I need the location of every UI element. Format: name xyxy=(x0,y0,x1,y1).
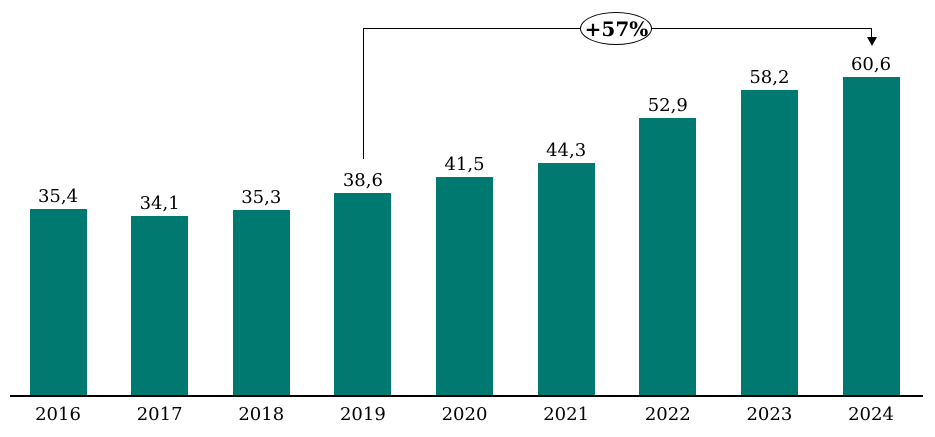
bar-2017 xyxy=(131,216,189,395)
value-label-2021: 44,3 xyxy=(546,139,587,161)
bar-2018 xyxy=(232,209,290,395)
annotation-label: +57% xyxy=(584,16,649,41)
category-label-2020: 2020 xyxy=(441,404,488,425)
value-label-2019: 38,6 xyxy=(342,169,383,191)
value-label-2016: 35,4 xyxy=(37,186,79,208)
bar-2020 xyxy=(436,177,493,395)
bar-2019 xyxy=(334,192,392,395)
annotation-badge: +57% xyxy=(580,12,653,45)
value-label-2023: 58,2 xyxy=(749,66,790,88)
category-label-2017: 2017 xyxy=(136,404,183,425)
x-axis-line xyxy=(10,395,923,397)
bar-2024 xyxy=(842,77,900,395)
value-label-2018: 35,3 xyxy=(241,186,282,208)
category-label-2022: 2022 xyxy=(644,404,691,425)
value-label-2022: 52,9 xyxy=(647,94,688,116)
value-label-2020: 41,5 xyxy=(444,154,485,176)
annotation-vertical-line-from xyxy=(362,27,365,159)
category-label-2016: 2016 xyxy=(35,404,81,425)
bar-2021 xyxy=(537,162,595,395)
annotation-arrowhead-icon xyxy=(866,37,877,46)
category-label-2021: 2021 xyxy=(543,404,590,425)
category-label-2019: 2019 xyxy=(339,404,386,425)
category-label-2018: 2018 xyxy=(238,404,285,425)
bar-2022 xyxy=(639,117,697,395)
annotation-arrow-shaft xyxy=(871,27,873,39)
value-label-2024: 60,6 xyxy=(850,54,892,76)
bar-2023 xyxy=(740,89,798,395)
value-label-2017: 34,1 xyxy=(139,193,180,215)
category-label-2023: 2023 xyxy=(746,404,793,425)
bar-2016 xyxy=(29,209,87,395)
category-label-2024: 2024 xyxy=(848,404,894,425)
